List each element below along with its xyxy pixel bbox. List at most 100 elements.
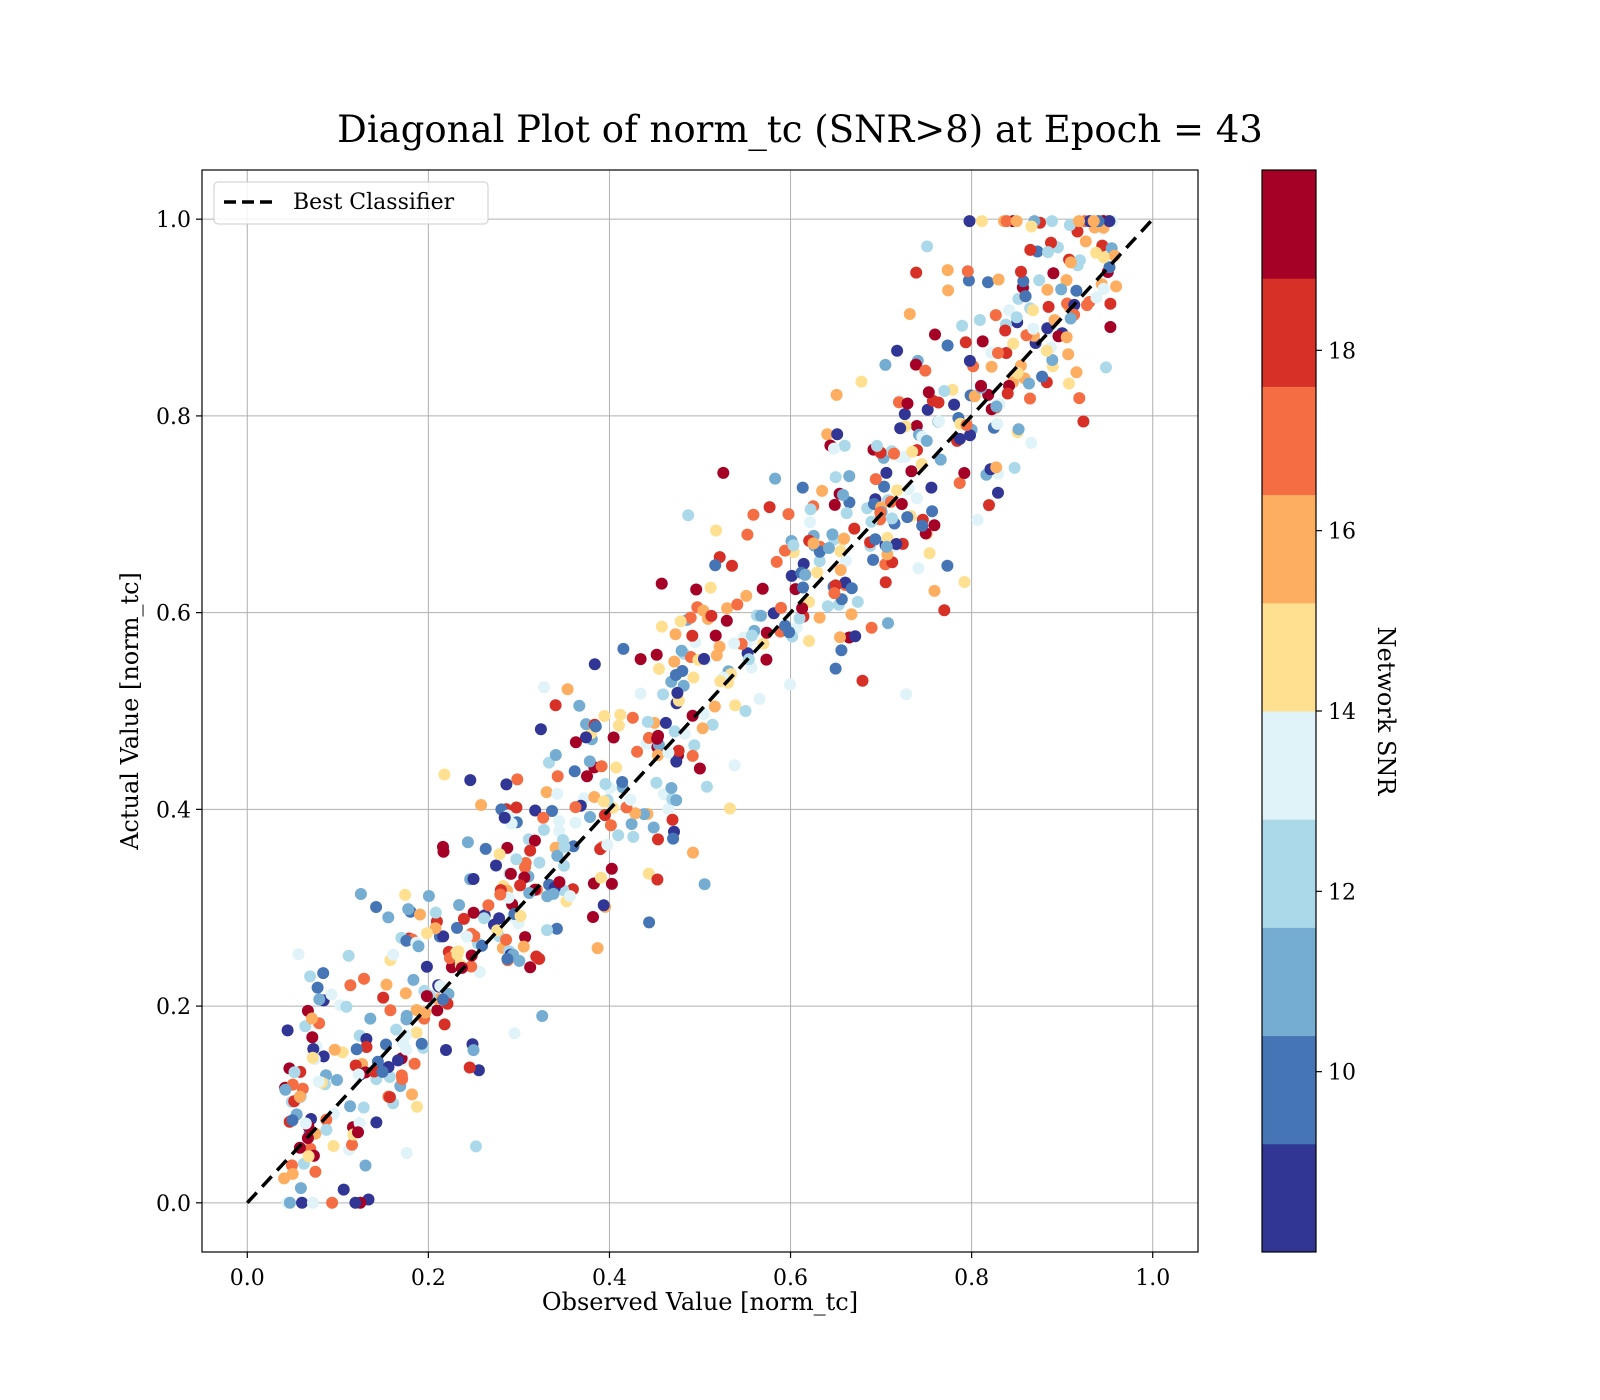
scatter-point	[1104, 321, 1117, 333]
scatter-point	[364, 1012, 377, 1025]
scatter-point	[1010, 215, 1023, 228]
scatter-point	[382, 911, 395, 924]
scatter-point	[938, 604, 951, 617]
scatter-point	[953, 432, 966, 445]
scatter-point	[493, 848, 506, 861]
scatter-point	[540, 786, 553, 799]
scatter-point	[595, 760, 608, 773]
scatter-point	[708, 700, 721, 713]
scatter-point	[581, 770, 593, 783]
scatter-point	[1073, 254, 1086, 267]
scatter-point	[880, 540, 893, 553]
scatter-point	[667, 832, 680, 845]
scatter-point	[668, 725, 681, 738]
scatter-point	[655, 577, 668, 590]
scatter-point	[286, 1114, 299, 1127]
scatter-point	[782, 508, 795, 521]
scatter-point	[370, 1116, 383, 1129]
scatter-point	[553, 825, 566, 837]
colorbar-segment	[1262, 170, 1316, 279]
scatter-point	[865, 515, 878, 528]
scatter-point	[717, 466, 730, 479]
scatter-point	[305, 1012, 318, 1025]
scatter-point	[826, 528, 839, 541]
scatter-point	[1110, 280, 1123, 293]
scatter-point	[1081, 299, 1093, 312]
scatter-point	[399, 888, 412, 901]
scatter-point	[587, 911, 599, 923]
scatter-point	[670, 755, 683, 768]
scatter-point	[878, 480, 891, 493]
scatter-point	[410, 1026, 423, 1039]
scatter-point	[869, 473, 882, 486]
scatter-point	[726, 559, 738, 572]
scatter-point	[1041, 283, 1054, 296]
scatter-point	[1012, 423, 1025, 436]
scatter-point	[756, 582, 769, 595]
scatter-point	[793, 612, 806, 625]
scatter-point	[478, 912, 491, 925]
scatter-point	[493, 912, 506, 925]
scatter-point	[588, 658, 601, 671]
scatter-point	[769, 472, 782, 485]
scatter-point	[1007, 337, 1020, 350]
x-tick-label: 1.0	[1135, 1266, 1170, 1291]
scatter-point	[294, 1182, 307, 1195]
scatter-point	[659, 716, 672, 729]
scatter-point	[909, 358, 922, 371]
scatter-point	[475, 799, 488, 811]
scatter-point	[963, 215, 976, 228]
scatter-point	[1047, 267, 1060, 280]
scatter-point	[309, 1165, 322, 1178]
scatter-point	[1027, 304, 1039, 317]
colorbar-segment	[1262, 602, 1316, 712]
scatter-point	[414, 908, 426, 921]
scatter-point	[803, 635, 815, 647]
scatter-point	[354, 888, 367, 900]
scatter-point	[886, 512, 898, 525]
legend-label: Best Classifier	[293, 190, 455, 215]
scatter-point	[612, 719, 625, 732]
scatter-point	[358, 972, 370, 985]
scatter-point	[958, 576, 971, 588]
colorbar-segment	[1262, 278, 1316, 387]
scatter-point	[991, 417, 1004, 430]
scatter-point	[461, 836, 474, 849]
scatter-point	[745, 629, 758, 642]
scatter-point	[400, 1147, 413, 1159]
scatter-point	[821, 600, 834, 613]
scatter-point	[983, 499, 995, 512]
scatter-point	[838, 439, 851, 452]
scatter-point	[787, 539, 800, 552]
scatter-point	[1046, 215, 1058, 228]
scatter-point	[763, 501, 776, 514]
scatter-point	[1060, 331, 1073, 344]
scatter-point	[482, 899, 495, 912]
scatter-point	[508, 1027, 521, 1040]
legend-box	[213, 181, 489, 225]
colorbar-segment	[1262, 927, 1316, 1037]
scatter-point	[804, 516, 817, 529]
scatter-point	[551, 787, 564, 800]
scatter-point	[721, 602, 734, 615]
x-tick-label: 0.6	[773, 1266, 808, 1291]
scatter-point	[278, 1172, 291, 1185]
scatter-point	[684, 611, 697, 624]
scatter-point	[1001, 387, 1014, 400]
scatter-point	[524, 844, 537, 857]
scatter-point	[614, 708, 627, 721]
scatter-point	[779, 619, 792, 632]
scatter-point	[400, 1043, 413, 1056]
scatter-point	[1023, 377, 1035, 390]
scatter-point	[328, 1043, 341, 1056]
scatter-point	[1041, 322, 1054, 335]
scatter-point	[415, 1037, 428, 1050]
scatter-point	[666, 813, 679, 826]
legend: Best Classifier	[213, 181, 489, 225]
scatter-point	[1033, 274, 1046, 287]
scatter-point	[1104, 297, 1117, 310]
scatter-point	[671, 686, 684, 699]
scatter-point	[922, 386, 935, 399]
scatter-point	[519, 857, 532, 869]
scatter-point	[519, 931, 532, 944]
